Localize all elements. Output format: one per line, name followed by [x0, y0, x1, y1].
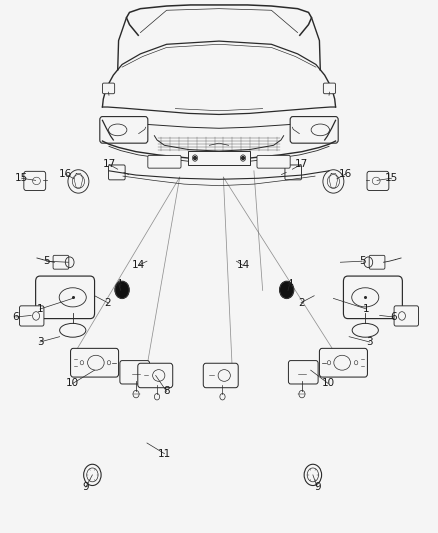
- FancyBboxPatch shape: [100, 117, 148, 143]
- Text: 6: 6: [390, 312, 397, 322]
- Text: 14: 14: [131, 261, 145, 270]
- FancyBboxPatch shape: [319, 349, 367, 377]
- Text: 15: 15: [15, 173, 28, 183]
- FancyBboxPatch shape: [102, 83, 115, 94]
- Text: 4: 4: [286, 279, 293, 288]
- Circle shape: [242, 157, 244, 160]
- Text: 8: 8: [163, 386, 170, 397]
- Text: 2: 2: [104, 297, 111, 308]
- Circle shape: [115, 281, 129, 298]
- FancyBboxPatch shape: [188, 151, 250, 165]
- Text: 14: 14: [237, 261, 250, 270]
- Text: 9: 9: [314, 482, 321, 492]
- FancyBboxPatch shape: [290, 117, 338, 143]
- Circle shape: [194, 157, 196, 160]
- FancyBboxPatch shape: [203, 364, 238, 387]
- Text: 16: 16: [59, 169, 72, 179]
- Text: 11: 11: [158, 449, 171, 458]
- FancyBboxPatch shape: [369, 255, 385, 269]
- Text: 10: 10: [321, 378, 335, 389]
- Text: 9: 9: [82, 482, 89, 492]
- FancyBboxPatch shape: [148, 156, 181, 168]
- FancyBboxPatch shape: [53, 255, 69, 269]
- FancyBboxPatch shape: [367, 171, 389, 190]
- Text: 17: 17: [294, 159, 308, 169]
- FancyBboxPatch shape: [288, 361, 318, 384]
- Circle shape: [280, 281, 293, 298]
- Text: 3: 3: [37, 337, 43, 347]
- FancyBboxPatch shape: [35, 276, 95, 319]
- Text: 5: 5: [43, 256, 50, 266]
- Text: 3: 3: [366, 337, 373, 347]
- FancyBboxPatch shape: [285, 165, 301, 180]
- FancyBboxPatch shape: [71, 349, 119, 377]
- Text: 1: 1: [37, 304, 43, 314]
- FancyBboxPatch shape: [257, 156, 290, 168]
- FancyBboxPatch shape: [394, 306, 419, 326]
- Text: 10: 10: [66, 378, 79, 389]
- Text: 6: 6: [13, 312, 19, 322]
- FancyBboxPatch shape: [120, 361, 150, 384]
- FancyBboxPatch shape: [19, 306, 44, 326]
- Text: 2: 2: [298, 297, 304, 308]
- Text: 4: 4: [115, 279, 122, 288]
- FancyBboxPatch shape: [138, 364, 173, 387]
- Text: 16: 16: [339, 169, 352, 179]
- Text: 5: 5: [359, 256, 366, 266]
- Text: 15: 15: [385, 173, 398, 183]
- FancyBboxPatch shape: [24, 171, 46, 190]
- FancyBboxPatch shape: [109, 165, 125, 180]
- Text: 1: 1: [363, 304, 370, 314]
- Text: 17: 17: [102, 159, 116, 169]
- FancyBboxPatch shape: [323, 83, 336, 94]
- FancyBboxPatch shape: [343, 276, 403, 319]
